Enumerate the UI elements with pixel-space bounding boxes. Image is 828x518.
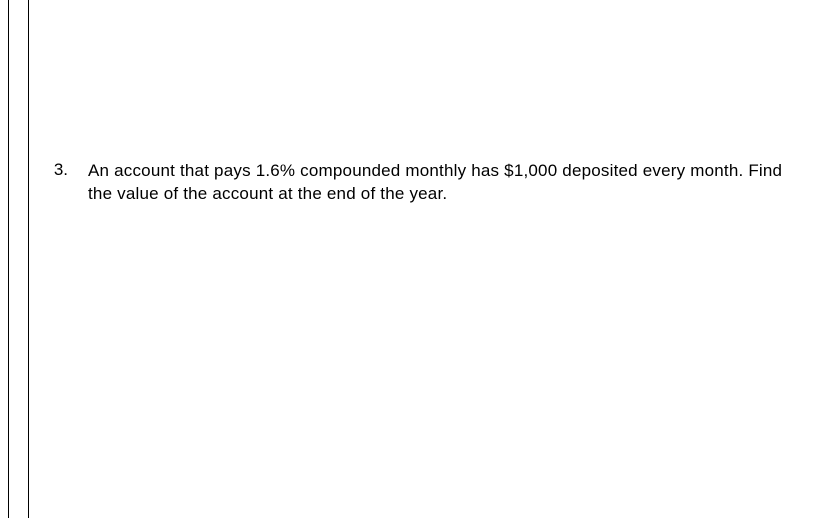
margin-line-inner bbox=[28, 0, 29, 518]
question-amount: $1,000 bbox=[504, 161, 557, 180]
question-item: 3. An account that pays 1.6% compounded … bbox=[48, 160, 788, 206]
question-text: An account that pays 1.6% compounded mon… bbox=[78, 160, 788, 206]
margin-line-outer bbox=[8, 0, 9, 518]
question-text-part1: An account that pays 1.6% compounded mon… bbox=[88, 161, 504, 180]
question-number: 3. bbox=[48, 160, 78, 180]
content-area: 3. An account that pays 1.6% compounded … bbox=[48, 160, 788, 206]
